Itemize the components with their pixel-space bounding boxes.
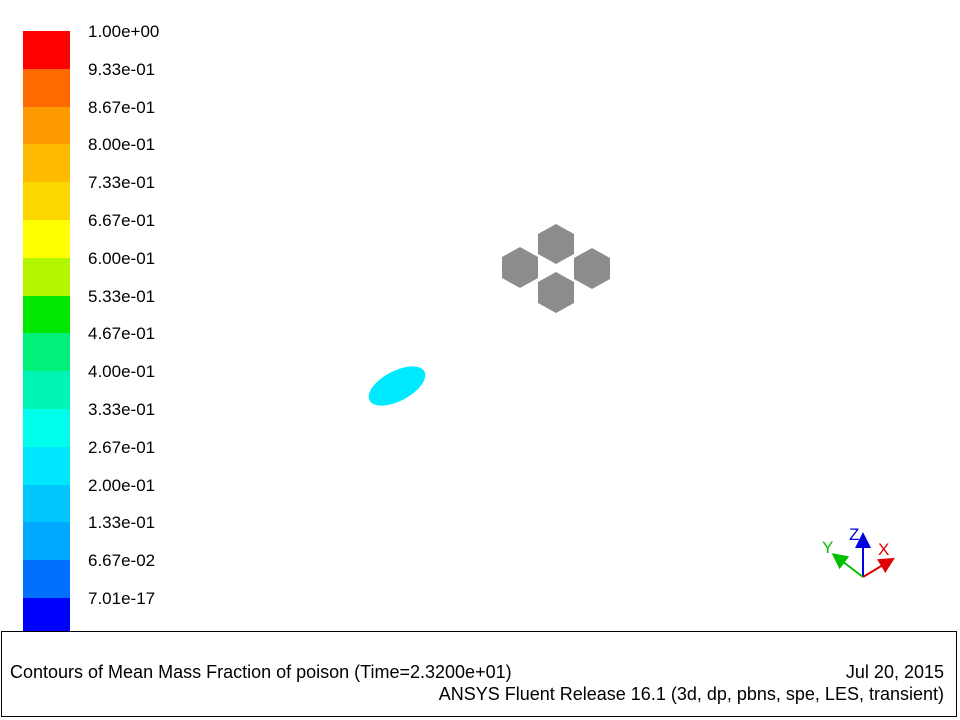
legend-tick-label: 4.00e-01 <box>88 362 156 382</box>
legend-swatch <box>23 31 70 69</box>
z-axis-label: Z <box>849 525 859 544</box>
legend-swatch <box>23 371 70 410</box>
x-axis-line <box>862 557 895 578</box>
legend-tick-label: 7.01e-17 <box>88 589 156 608</box>
poison-plume <box>368 366 426 406</box>
legend-tick-label: 9.33e-01 <box>88 59 156 79</box>
legend-tick-label: 3.33e-01 <box>88 400 156 419</box>
x-axis-label: X <box>878 540 889 559</box>
legend-tick-label: 2.67e-01 <box>88 437 156 457</box>
legend-swatch <box>23 598 70 636</box>
legend-tick-label: 7.33e-01 <box>88 173 156 193</box>
legend-swatch <box>23 522 70 561</box>
caption-release: ANSYS Fluent Release 16.1 (3d, dp, pbns,… <box>438 684 944 704</box>
legend-swatch <box>23 182 70 221</box>
legend-swatch <box>23 257 70 296</box>
legend-tick-label: 4.67e-01 <box>88 324 156 344</box>
obstacle-hexagon-top <box>538 224 574 264</box>
legend-swatch <box>23 68 70 107</box>
caption-date: Jul 20, 2015 <box>845 662 944 682</box>
legend-swatch <box>23 295 70 334</box>
legend-swatch <box>23 220 70 258</box>
y-axis-line <box>831 553 864 578</box>
caption-box: Contours of Mean Mass Fraction of poison… <box>1 631 957 717</box>
axes-triad: Z Y X <box>822 525 895 578</box>
legend-tick-label: 8.00e-01 <box>88 135 156 155</box>
obstacle-hexagon-bottom <box>538 272 574 313</box>
graphics-viewport[interactable]: 1.00e+00 9.33e-01 8.67e-01 8.00e-01 7.33e-01… <box>0 0 960 636</box>
legend-tick-label: 6.67e-01 <box>88 211 156 230</box>
legend-tick-label: 1.33e-01 <box>88 513 156 533</box>
legend-tick-label: 6.67e-02 <box>88 551 156 571</box>
legend-swatch <box>23 409 70 447</box>
legend-tick-label: 8.67e-01 <box>88 97 156 117</box>
caption-title: Contours of Mean Mass Fraction of poison… <box>10 662 512 682</box>
color-legend: 1.00e+00 9.33e-01 8.67e-01 8.00e-01 7.33e-01… <box>0 0 200 636</box>
contour-scene <box>368 224 610 406</box>
y-axis-label: Y <box>822 538 833 557</box>
obstacle-hexagon-right <box>574 248 610 289</box>
legend-tick-label: 1.00e+00 <box>88 22 160 41</box>
obstacle-hexagon-left <box>502 247 538 288</box>
legend-swatch <box>23 446 70 485</box>
legend-tick-label: 6.00e-01 <box>88 248 156 268</box>
legend-tick-label: 2.00e-01 <box>88 475 156 495</box>
legend-swatch <box>23 560 70 599</box>
legend-swatch <box>23 333 70 372</box>
legend-swatch <box>23 106 70 145</box>
legend-tick-label: 5.33e-01 <box>88 286 156 306</box>
legend-swatch <box>23 484 70 523</box>
legend-swatch <box>23 144 70 183</box>
